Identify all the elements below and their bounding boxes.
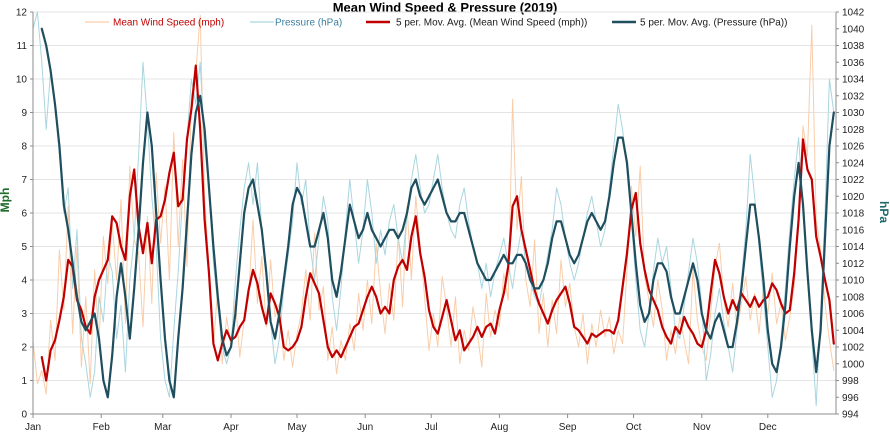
x-tick-label: Jun bbox=[357, 422, 373, 433]
legend-label: Pressure (hPa) bbox=[275, 18, 342, 29]
y2-tick-label: 1022 bbox=[842, 175, 865, 186]
series-group bbox=[32, 11, 835, 407]
y2-tick-label: 1024 bbox=[842, 158, 865, 169]
y2-tick-label: 1006 bbox=[842, 309, 865, 320]
y-tick-label: 6 bbox=[21, 209, 27, 220]
y2-tick-label: 1000 bbox=[842, 359, 865, 370]
y2-tick-label: 998 bbox=[842, 376, 859, 387]
y2-tick-label: 1008 bbox=[842, 292, 865, 303]
y2-tick-label: 1026 bbox=[842, 142, 865, 153]
y-tick-label: 11 bbox=[17, 41, 28, 52]
x-tick-label: Nov bbox=[693, 422, 711, 433]
x-tick-label: Oct bbox=[626, 422, 642, 433]
y-tick-label: 10 bbox=[16, 75, 28, 86]
y2-tick-label: 994 bbox=[842, 410, 859, 421]
y2-axis-title: hPa bbox=[877, 201, 890, 223]
legend-label: Mean Wind Speed (mph) bbox=[113, 18, 224, 29]
y2-tick-label: 1020 bbox=[842, 192, 865, 203]
y-tick-label: 12 bbox=[16, 8, 28, 19]
y2-tick-label: 1016 bbox=[842, 225, 865, 236]
y-tick-label: 5 bbox=[21, 242, 27, 253]
x-tick-label: Apr bbox=[223, 422, 239, 433]
x-tick-label: Mar bbox=[154, 422, 172, 433]
y2-tick-label: 1012 bbox=[842, 259, 865, 270]
series-line-0 bbox=[32, 14, 835, 395]
y-tick-label: 2 bbox=[21, 343, 27, 354]
y2-tick-label: 1032 bbox=[842, 91, 865, 102]
x-tick-label: May bbox=[288, 422, 307, 433]
chart-title: Mean Wind Speed & Pressure (2019) bbox=[333, 0, 558, 15]
axes: 0123456789101112994996998100010021004100… bbox=[16, 8, 865, 434]
y-axis-title: Mph bbox=[0, 188, 12, 213]
y2-tick-label: 1028 bbox=[842, 125, 865, 136]
y2-tick-label: 1030 bbox=[842, 108, 865, 119]
legend-label: 5 per. Mov. Avg. (Mean Wind Speed (mph)) bbox=[396, 18, 587, 29]
y-tick-label: 7 bbox=[21, 175, 27, 186]
y2-tick-label: 1010 bbox=[842, 276, 865, 287]
x-tick-label: Sep bbox=[559, 422, 577, 433]
series-line-3 bbox=[40, 27, 835, 399]
y2-tick-label: 1042 bbox=[842, 8, 865, 19]
y2-tick-label: 1018 bbox=[842, 209, 865, 220]
x-tick-label: Aug bbox=[491, 422, 509, 433]
x-tick-label: Feb bbox=[93, 422, 111, 433]
series-line-2 bbox=[40, 64, 835, 382]
y2-tick-label: 1040 bbox=[842, 24, 865, 35]
legend-label: 5 per. Mov. Avg. (Pressure (hPa)) bbox=[640, 18, 787, 29]
y2-tick-label: 1034 bbox=[842, 75, 865, 86]
x-tick-label: Dec bbox=[759, 422, 777, 433]
y2-tick-label: 1014 bbox=[842, 242, 865, 253]
x-tick-label: Jul bbox=[425, 422, 438, 433]
y-tick-label: 0 bbox=[21, 410, 27, 421]
series-line-1 bbox=[32, 11, 835, 407]
y-tick-label: 4 bbox=[21, 276, 27, 287]
y-tick-label: 9 bbox=[21, 108, 27, 119]
y2-tick-label: 1038 bbox=[842, 41, 865, 52]
y-tick-label: 3 bbox=[21, 309, 27, 320]
y-tick-label: 8 bbox=[21, 142, 27, 153]
x-tick-label: Jan bbox=[25, 422, 41, 433]
y2-tick-label: 1036 bbox=[842, 58, 865, 69]
y2-tick-label: 996 bbox=[842, 393, 859, 404]
y2-tick-label: 1004 bbox=[842, 326, 865, 337]
y-tick-label: 1 bbox=[21, 376, 27, 387]
legend: Mean Wind Speed (mph) Pressure (hPa) 5 per… bbox=[85, 18, 787, 29]
y2-tick-label: 1002 bbox=[842, 343, 865, 354]
